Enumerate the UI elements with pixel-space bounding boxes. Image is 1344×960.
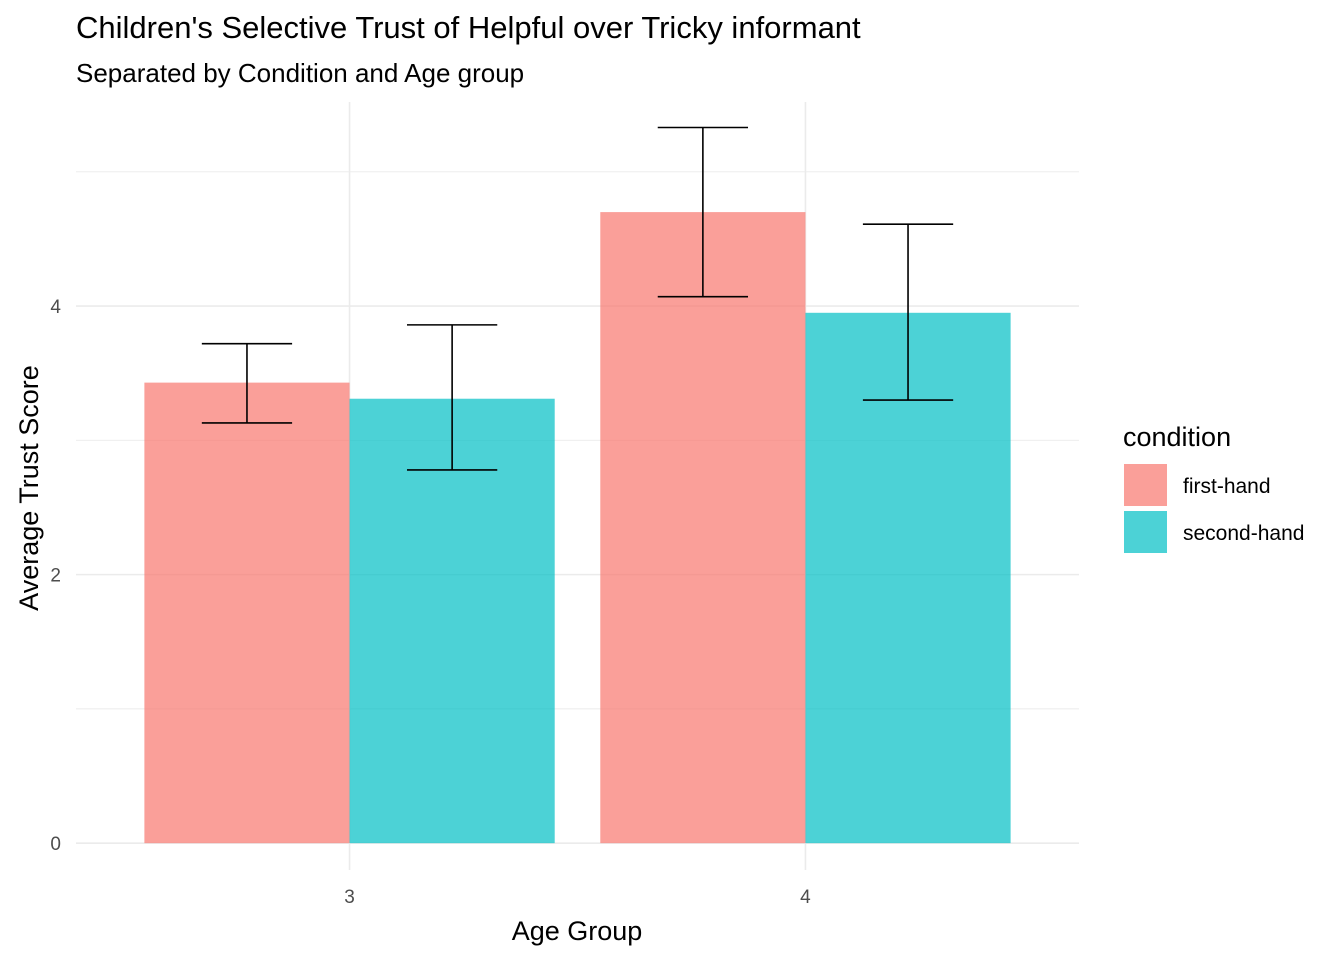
bar-layer [144,212,1011,844]
y-axis-title: Average Trust Score [14,365,44,611]
error-bar-first-hand-3 [201,342,293,424]
legend-title: condition [1123,422,1231,452]
y-tick-label: 0 [50,834,61,855]
legend-key-second-hand [1124,511,1167,553]
error-bar-layer [201,126,954,471]
legend-label-first-hand: first-hand [1183,475,1271,498]
legend-label-second-hand: second-hand [1183,522,1304,545]
bar-first-hand-3 [144,382,350,844]
legend-key-first-hand [1124,464,1167,506]
chart-subtitle: Separated by Condition and Age group [76,58,525,88]
x-tick-label: 3 [344,887,355,908]
y-tick-label: 4 [50,297,61,318]
bar-second-hand-4 [805,312,1011,844]
error-bar-first-hand-4 [657,126,749,298]
legend: condition first-hand second-hand [1123,422,1304,553]
tick-label-layer: 0 2 4 3 4 [50,297,811,908]
y-tick-label: 2 [50,566,61,587]
error-bar-second-hand-3 [406,324,498,471]
bar-first-hand-4 [600,212,806,844]
x-axis-title: Age Group [512,916,643,946]
bar-second-hand-3 [349,398,555,844]
error-bar-second-hand-4 [862,223,954,401]
x-tick-label: 4 [800,887,811,908]
chart-title: Children's Selective Trust of Helpful ov… [76,10,861,45]
